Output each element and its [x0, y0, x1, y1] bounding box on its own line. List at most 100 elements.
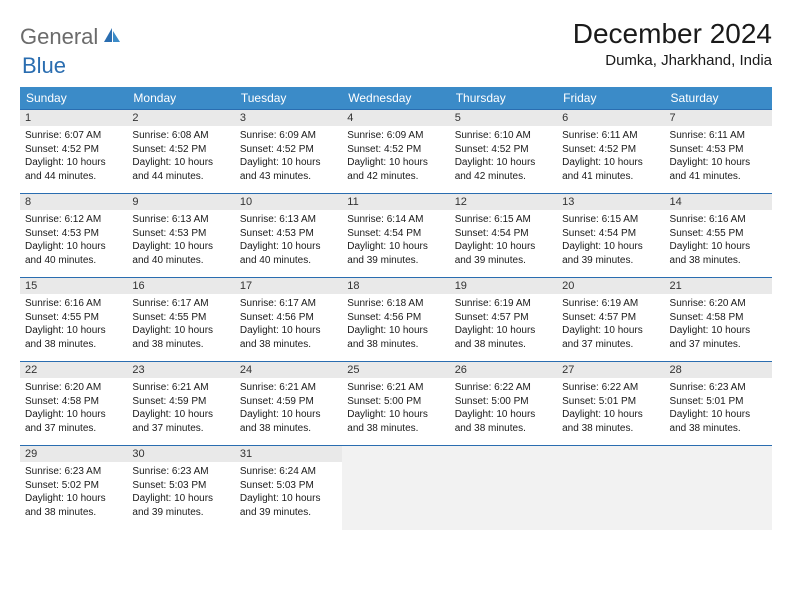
day-info: Sunrise: 6:15 AMSunset: 4:54 PMDaylight:…	[450, 210, 557, 271]
day-info: Sunrise: 6:19 AMSunset: 4:57 PMDaylight:…	[450, 294, 557, 355]
day-number: 25	[342, 362, 449, 378]
calendar-cell	[557, 446, 664, 530]
day-number: 29	[20, 446, 127, 462]
calendar-row: 29Sunrise: 6:23 AMSunset: 5:02 PMDayligh…	[20, 446, 772, 530]
day-number: 8	[20, 194, 127, 210]
day-number: 10	[235, 194, 342, 210]
day-info: Sunrise: 6:12 AMSunset: 4:53 PMDaylight:…	[20, 210, 127, 271]
day-number: 24	[235, 362, 342, 378]
day-number: 28	[665, 362, 772, 378]
day-info: Sunrise: 6:17 AMSunset: 4:56 PMDaylight:…	[235, 294, 342, 355]
day-number: 31	[235, 446, 342, 462]
calendar-cell: 26Sunrise: 6:22 AMSunset: 5:00 PMDayligh…	[450, 362, 557, 446]
calendar-cell: 28Sunrise: 6:23 AMSunset: 5:01 PMDayligh…	[665, 362, 772, 446]
day-info: Sunrise: 6:16 AMSunset: 4:55 PMDaylight:…	[665, 210, 772, 271]
calendar-cell: 25Sunrise: 6:21 AMSunset: 5:00 PMDayligh…	[342, 362, 449, 446]
weekday-header: Tuesday	[235, 87, 342, 110]
day-number: 11	[342, 194, 449, 210]
day-info: Sunrise: 6:14 AMSunset: 4:54 PMDaylight:…	[342, 210, 449, 271]
day-info: Sunrise: 6:16 AMSunset: 4:55 PMDaylight:…	[20, 294, 127, 355]
calendar-cell: 18Sunrise: 6:18 AMSunset: 4:56 PMDayligh…	[342, 278, 449, 362]
calendar-cell: 13Sunrise: 6:15 AMSunset: 4:54 PMDayligh…	[557, 194, 664, 278]
day-info: Sunrise: 6:18 AMSunset: 4:56 PMDaylight:…	[342, 294, 449, 355]
day-info: Sunrise: 6:13 AMSunset: 4:53 PMDaylight:…	[127, 210, 234, 271]
calendar-row: 15Sunrise: 6:16 AMSunset: 4:55 PMDayligh…	[20, 278, 772, 362]
weekday-header: Friday	[557, 87, 664, 110]
day-info: Sunrise: 6:21 AMSunset: 5:00 PMDaylight:…	[342, 378, 449, 439]
day-info: Sunrise: 6:23 AMSunset: 5:02 PMDaylight:…	[20, 462, 127, 523]
day-info: Sunrise: 6:10 AMSunset: 4:52 PMDaylight:…	[450, 126, 557, 187]
month-title: December 2024	[573, 18, 772, 50]
day-number: 17	[235, 278, 342, 294]
calendar-row: 1Sunrise: 6:07 AMSunset: 4:52 PMDaylight…	[20, 110, 772, 194]
day-info: Sunrise: 6:07 AMSunset: 4:52 PMDaylight:…	[20, 126, 127, 187]
day-number: 20	[557, 278, 664, 294]
calendar-cell: 7Sunrise: 6:11 AMSunset: 4:53 PMDaylight…	[665, 110, 772, 194]
calendar-cell: 21Sunrise: 6:20 AMSunset: 4:58 PMDayligh…	[665, 278, 772, 362]
weekday-header: Saturday	[665, 87, 772, 110]
day-info: Sunrise: 6:21 AMSunset: 4:59 PMDaylight:…	[127, 378, 234, 439]
day-number: 2	[127, 110, 234, 126]
calendar-row: 22Sunrise: 6:20 AMSunset: 4:58 PMDayligh…	[20, 362, 772, 446]
day-number: 6	[557, 110, 664, 126]
calendar-row: 8Sunrise: 6:12 AMSunset: 4:53 PMDaylight…	[20, 194, 772, 278]
day-number: 27	[557, 362, 664, 378]
calendar-table: Sunday Monday Tuesday Wednesday Thursday…	[20, 87, 772, 530]
day-info: Sunrise: 6:08 AMSunset: 4:52 PMDaylight:…	[127, 126, 234, 187]
brand-logo: General	[20, 18, 126, 50]
calendar-cell: 29Sunrise: 6:23 AMSunset: 5:02 PMDayligh…	[20, 446, 127, 530]
day-number: 1	[20, 110, 127, 126]
day-number: 3	[235, 110, 342, 126]
day-info: Sunrise: 6:22 AMSunset: 5:00 PMDaylight:…	[450, 378, 557, 439]
day-info: Sunrise: 6:22 AMSunset: 5:01 PMDaylight:…	[557, 378, 664, 439]
day-info: Sunrise: 6:23 AMSunset: 5:01 PMDaylight:…	[665, 378, 772, 439]
calendar-cell: 23Sunrise: 6:21 AMSunset: 4:59 PMDayligh…	[127, 362, 234, 446]
day-info: Sunrise: 6:09 AMSunset: 4:52 PMDaylight:…	[235, 126, 342, 187]
weekday-header-row: Sunday Monday Tuesday Wednesday Thursday…	[20, 87, 772, 110]
brand-part1: General	[20, 24, 98, 50]
calendar-cell: 2Sunrise: 6:08 AMSunset: 4:52 PMDaylight…	[127, 110, 234, 194]
calendar-cell: 4Sunrise: 6:09 AMSunset: 4:52 PMDaylight…	[342, 110, 449, 194]
calendar-cell: 9Sunrise: 6:13 AMSunset: 4:53 PMDaylight…	[127, 194, 234, 278]
brand-part2: Blue	[22, 53, 66, 78]
day-number: 15	[20, 278, 127, 294]
day-number: 21	[665, 278, 772, 294]
calendar-cell: 30Sunrise: 6:23 AMSunset: 5:03 PMDayligh…	[127, 446, 234, 530]
day-info: Sunrise: 6:15 AMSunset: 4:54 PMDaylight:…	[557, 210, 664, 271]
calendar-cell: 24Sunrise: 6:21 AMSunset: 4:59 PMDayligh…	[235, 362, 342, 446]
day-number: 9	[127, 194, 234, 210]
day-info: Sunrise: 6:20 AMSunset: 4:58 PMDaylight:…	[665, 294, 772, 355]
day-number: 30	[127, 446, 234, 462]
calendar-cell: 17Sunrise: 6:17 AMSunset: 4:56 PMDayligh…	[235, 278, 342, 362]
day-number: 26	[450, 362, 557, 378]
calendar-cell: 1Sunrise: 6:07 AMSunset: 4:52 PMDaylight…	[20, 110, 127, 194]
day-info: Sunrise: 6:21 AMSunset: 4:59 PMDaylight:…	[235, 378, 342, 439]
weekday-header: Thursday	[450, 87, 557, 110]
weekday-header: Monday	[127, 87, 234, 110]
title-block: December 2024 Dumka, Jharkhand, India	[573, 18, 772, 69]
calendar-cell: 8Sunrise: 6:12 AMSunset: 4:53 PMDaylight…	[20, 194, 127, 278]
day-info: Sunrise: 6:09 AMSunset: 4:52 PMDaylight:…	[342, 126, 449, 187]
day-info: Sunrise: 6:20 AMSunset: 4:58 PMDaylight:…	[20, 378, 127, 439]
day-info: Sunrise: 6:11 AMSunset: 4:52 PMDaylight:…	[557, 126, 664, 187]
calendar-cell: 16Sunrise: 6:17 AMSunset: 4:55 PMDayligh…	[127, 278, 234, 362]
calendar-cell: 22Sunrise: 6:20 AMSunset: 4:58 PMDayligh…	[20, 362, 127, 446]
calendar-cell: 12Sunrise: 6:15 AMSunset: 4:54 PMDayligh…	[450, 194, 557, 278]
day-number: 4	[342, 110, 449, 126]
calendar-cell: 15Sunrise: 6:16 AMSunset: 4:55 PMDayligh…	[20, 278, 127, 362]
weekday-header: Wednesday	[342, 87, 449, 110]
day-number: 22	[20, 362, 127, 378]
calendar-cell	[342, 446, 449, 530]
day-info: Sunrise: 6:11 AMSunset: 4:53 PMDaylight:…	[665, 126, 772, 187]
day-number: 14	[665, 194, 772, 210]
day-number: 19	[450, 278, 557, 294]
day-info: Sunrise: 6:19 AMSunset: 4:57 PMDaylight:…	[557, 294, 664, 355]
calendar-cell: 5Sunrise: 6:10 AMSunset: 4:52 PMDaylight…	[450, 110, 557, 194]
day-number: 23	[127, 362, 234, 378]
calendar-cell: 27Sunrise: 6:22 AMSunset: 5:01 PMDayligh…	[557, 362, 664, 446]
day-number: 13	[557, 194, 664, 210]
day-number: 16	[127, 278, 234, 294]
weekday-header: Sunday	[20, 87, 127, 110]
day-number: 12	[450, 194, 557, 210]
calendar-cell: 14Sunrise: 6:16 AMSunset: 4:55 PMDayligh…	[665, 194, 772, 278]
